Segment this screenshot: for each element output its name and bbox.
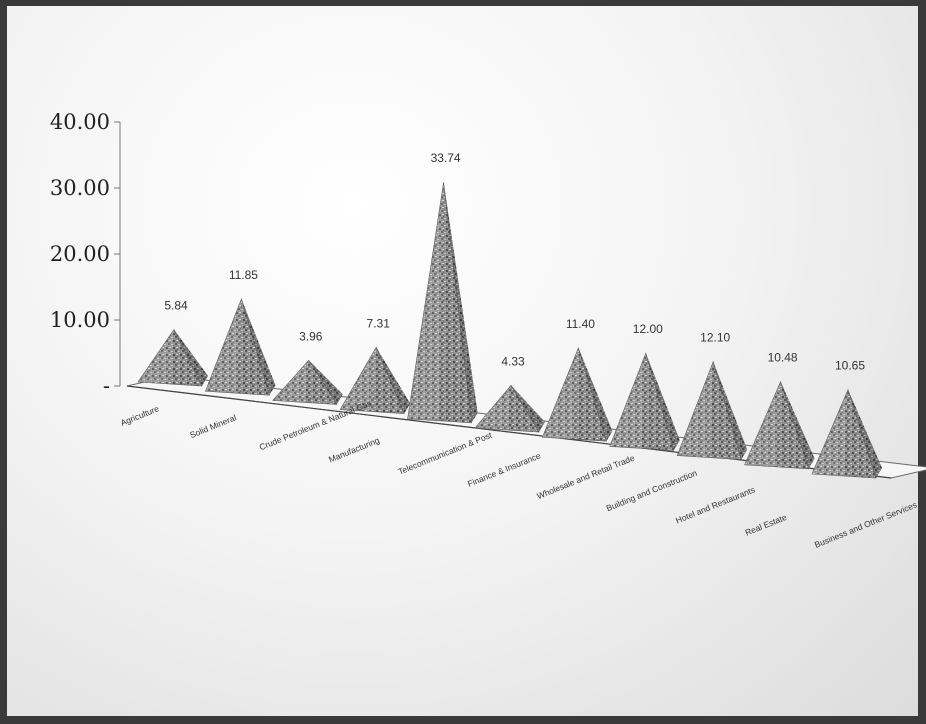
pyramid-bar [339,346,411,414]
y-tick-label: 30.00 [50,176,110,200]
category-label: Wholesale and Retail Trade [535,453,636,501]
pyramid-face [443,182,478,423]
pyramid-face [713,361,748,460]
y-tick-label: 40.00 [50,110,110,134]
pyramid-bar [541,347,613,442]
pyramid-face [204,298,270,396]
pyramid-highlight [744,381,781,467]
pyramid-highlight [677,361,714,458]
pyramid-highlight [609,353,646,449]
pyramid-bar [744,380,815,470]
category-label: Solid Mineral [188,412,237,440]
pyramid-face [780,381,815,469]
pyramid-highlight [205,298,242,394]
data-label: 12.00 [633,322,663,336]
pyramid-face [541,347,607,442]
pyramid-face [272,359,338,405]
pyramid-face [376,347,411,414]
pyramid-face [676,360,742,460]
pyramid-highlight [138,329,174,384]
pyramid-highlight [475,385,511,430]
pyramid-shade [780,381,815,469]
pyramid-face [407,182,472,424]
pyramid-shade [174,329,208,386]
pyramid-bar [137,328,208,387]
pyramid-face [848,389,882,478]
pyramid-bar [609,352,680,451]
pyramid-shade [511,385,545,432]
pyramid-face [308,360,343,405]
pyramid-bar [407,182,478,424]
category-label: Hotel and Restaurants [674,484,756,525]
data-label: 7.31 [367,316,391,330]
pyramid-face [174,329,208,386]
pyramid-face [339,346,405,414]
pyramid-bar [811,388,882,479]
pyramid-shade [645,353,680,451]
y-tick-label: 10.00 [50,308,110,332]
pyramid-shade [241,298,276,396]
category-label: Telecommunication & Post [397,430,494,477]
category-label: Manufacturing [327,435,381,465]
pyramid-shade [376,347,411,414]
pyramid-highlight [812,389,848,476]
pyramid-bar [474,384,545,433]
category-label: Finance & Insurance [466,450,542,489]
pyramid-highlight [272,360,309,403]
data-label: 10.65 [835,359,865,373]
y-tick-label: 20.00 [50,242,110,266]
pyramid-shade [443,182,478,423]
pyramid-highlight [542,347,579,440]
pyramid-series [137,182,882,479]
pyramid-face [511,385,545,432]
pyramid-face [137,328,203,387]
pyramid-shade [578,347,613,442]
pyramid-bar [204,298,276,396]
data-label: 4.33 [501,354,525,368]
axes-layer: - 10.00 20.00 30.00 40.00 [50,110,121,398]
pyramid-face [609,352,675,451]
pyramid-shade [848,389,882,478]
data-label: 11.85 [229,268,258,282]
pyramid-face [811,388,877,479]
data-label: 33.74 [431,151,461,165]
pyramid-face [744,380,810,470]
data-label: 3.96 [299,329,323,343]
data-label: 10.48 [768,351,798,365]
pyramid-face [645,353,680,451]
category-label: Building and Construction [605,468,699,514]
pyramid-bar [676,360,748,460]
pyramid-bar [272,359,343,405]
pyramid-highlight [407,182,444,421]
category-label: Real Estate [744,512,789,538]
y-tick-label: - [103,374,110,398]
category-label: Agriculture [119,403,161,428]
data-label: 11.40 [566,317,595,331]
data-label: 12.10 [700,331,730,345]
pyramid-face [474,384,540,433]
pyramid-face [241,298,276,396]
category-label: Business and Other Services [813,500,918,550]
pyramid-face [578,347,613,442]
pyramid-shade [713,361,748,460]
pyramid-highlight [340,347,377,412]
data-label: 5.84 [164,298,188,312]
pyramid-shade [308,360,343,405]
